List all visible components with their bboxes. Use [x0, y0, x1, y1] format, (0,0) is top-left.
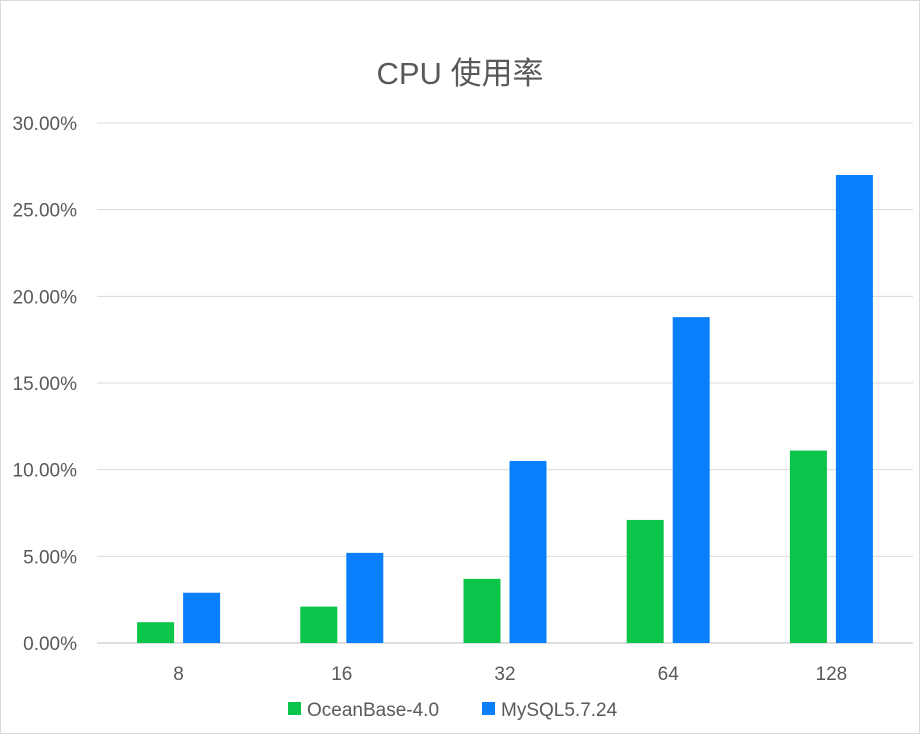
bar-mysql-128	[835, 175, 873, 643]
legend-swatch	[288, 702, 301, 715]
bar-mysql-16	[346, 552, 384, 643]
bar-oceanbase-32	[463, 578, 501, 643]
bars	[137, 175, 873, 643]
bar-oceanbase-128	[789, 450, 827, 643]
x-tick-label: 64	[658, 664, 680, 685]
bar-oceanbase-64	[626, 519, 664, 643]
y-tick-label: 30.00%	[13, 114, 78, 135]
x-axis-tick-labels: 8 16 32 64 128	[173, 664, 847, 685]
y-tick-label: 20.00%	[13, 287, 78, 308]
bar-mysql-32	[509, 461, 547, 643]
y-tick-label: 5.00%	[23, 547, 77, 568]
x-tick-label: 16	[331, 664, 352, 685]
y-axis-tick-labels: 0.00% 5.00% 10.00% 15.00% 20.00% 25.00% 30.00%	[13, 114, 78, 655]
bar-oceanbase-16	[300, 606, 338, 643]
x-tick-label: 32	[494, 664, 515, 685]
x-tick-label: 8	[173, 664, 184, 685]
y-tick-label: 15.00%	[13, 374, 78, 395]
y-tick-label: 0.00%	[23, 634, 77, 655]
bar-oceanbase-8	[137, 622, 175, 643]
y-tick-label: 10.00%	[13, 461, 78, 482]
legend-label: OceanBase-4.0	[307, 700, 439, 721]
bar-mysql-8	[183, 592, 221, 643]
x-tick-label: 128	[816, 664, 848, 685]
bar-mysql-64	[672, 317, 710, 643]
legend: OceanBase-4.0 MySQL5.7.24	[288, 700, 618, 721]
chart-title: CPU 使用率	[376, 56, 543, 91]
legend-label: MySQL5.7.24	[501, 700, 618, 721]
y-tick-label: 25.00%	[13, 201, 78, 222]
legend-swatch	[482, 702, 495, 715]
gridlines	[97, 122, 913, 644]
